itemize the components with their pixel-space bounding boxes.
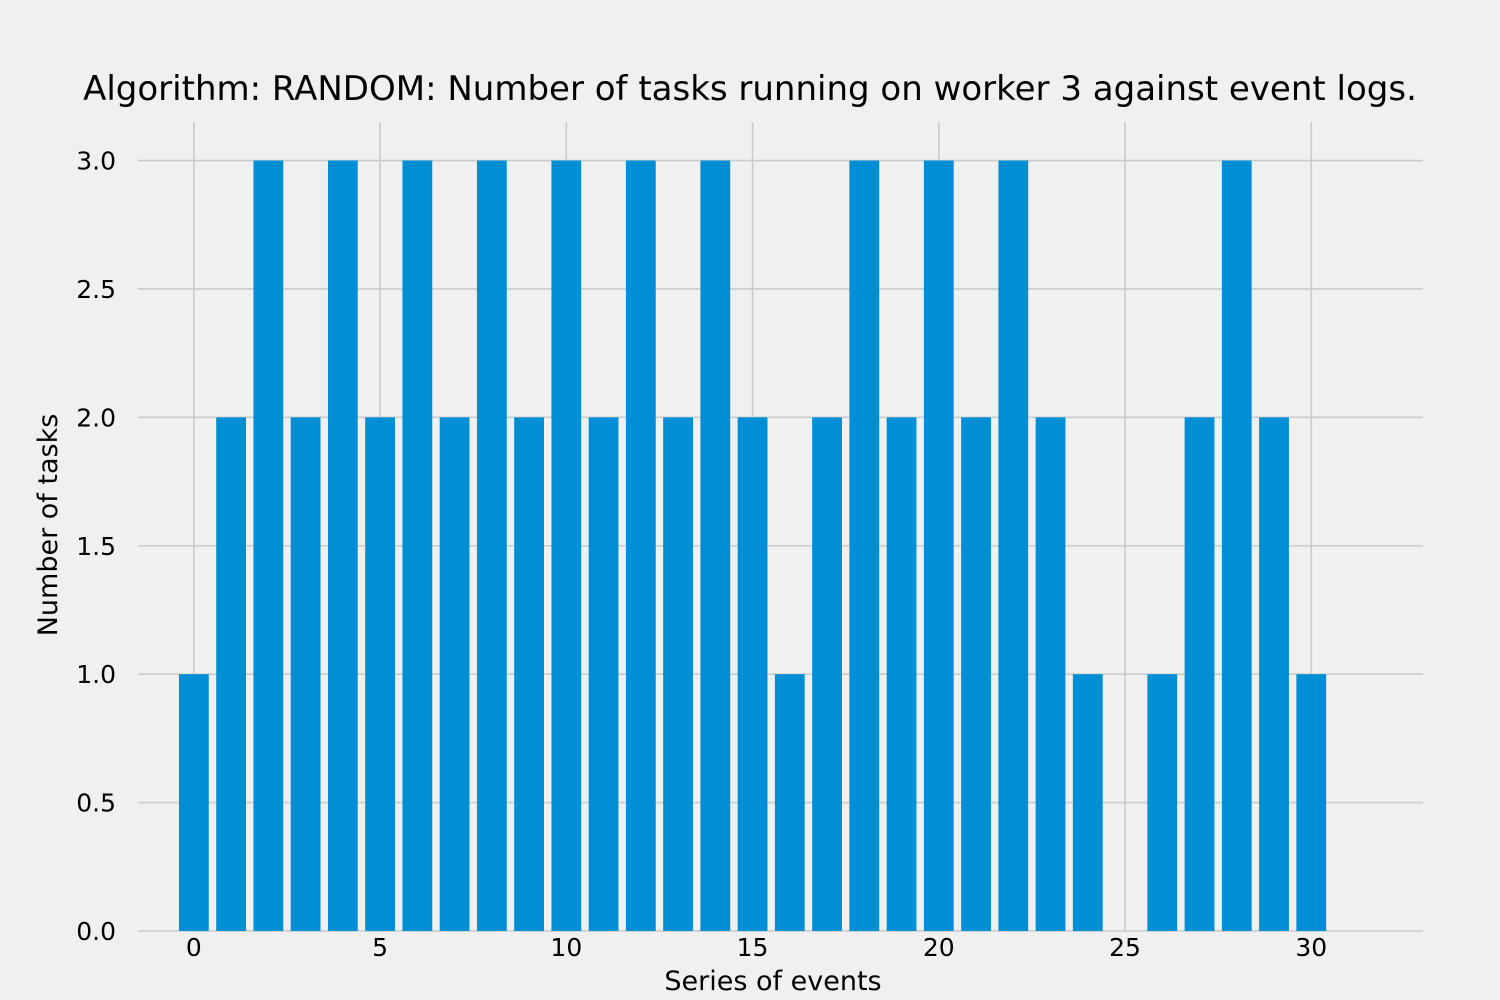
bar (1221, 160, 1252, 931)
x-tick-label: 0 (186, 933, 202, 962)
y-tick-label: 3.0 (76, 147, 116, 176)
bar (1147, 674, 1178, 931)
y-axis-label: Number of tasks (33, 414, 64, 637)
bar (700, 160, 731, 931)
bar (365, 417, 395, 931)
bar (290, 417, 321, 931)
x-tick-label: 20 (923, 933, 955, 962)
y-tick-label: 2.0 (76, 403, 116, 432)
bar (849, 160, 880, 931)
x-tick-label: 30 (1295, 933, 1327, 962)
bar (514, 417, 544, 931)
y-tick-label: 2.5 (76, 275, 116, 304)
bar (327, 160, 358, 931)
bar (774, 674, 805, 931)
bar (1259, 417, 1289, 931)
chart-title: Algorithm: RANDOM: Number of tasks runni… (83, 69, 1417, 109)
x-tick-labels: 0 5 10 15 20 25 30 (186, 933, 1327, 962)
bar (923, 160, 954, 931)
bar (1184, 417, 1215, 931)
y-tick-label: 0.0 (76, 917, 116, 946)
bar (551, 160, 582, 931)
y-tick-label: 1.5 (76, 532, 116, 561)
x-tick-label: 25 (1109, 933, 1141, 962)
bar (402, 160, 433, 931)
bars (178, 160, 1327, 931)
x-tick-label: 10 (550, 933, 582, 962)
bar (625, 160, 656, 931)
bar (216, 417, 247, 931)
bar (961, 417, 991, 931)
x-axis-label: Series of events (664, 966, 881, 997)
bar (737, 417, 768, 931)
bar (439, 417, 470, 931)
y-tick-label: 1.0 (76, 660, 116, 689)
bar (998, 160, 1029, 931)
y-tick-label: 0.5 (76, 789, 116, 818)
bar (476, 160, 507, 931)
bar (1035, 417, 1066, 931)
bar (588, 417, 619, 931)
bar (1072, 674, 1103, 931)
y-tick-labels: 0.0 0.5 1.0 1.5 2.0 2.5 3.0 (76, 147, 116, 946)
bar (178, 674, 209, 931)
x-tick-label: 15 (737, 933, 769, 962)
bar (663, 417, 693, 931)
bar (253, 160, 284, 931)
bar (812, 417, 842, 931)
bar (1296, 674, 1327, 931)
x-tick-label: 5 (372, 933, 388, 962)
bar (886, 417, 917, 931)
